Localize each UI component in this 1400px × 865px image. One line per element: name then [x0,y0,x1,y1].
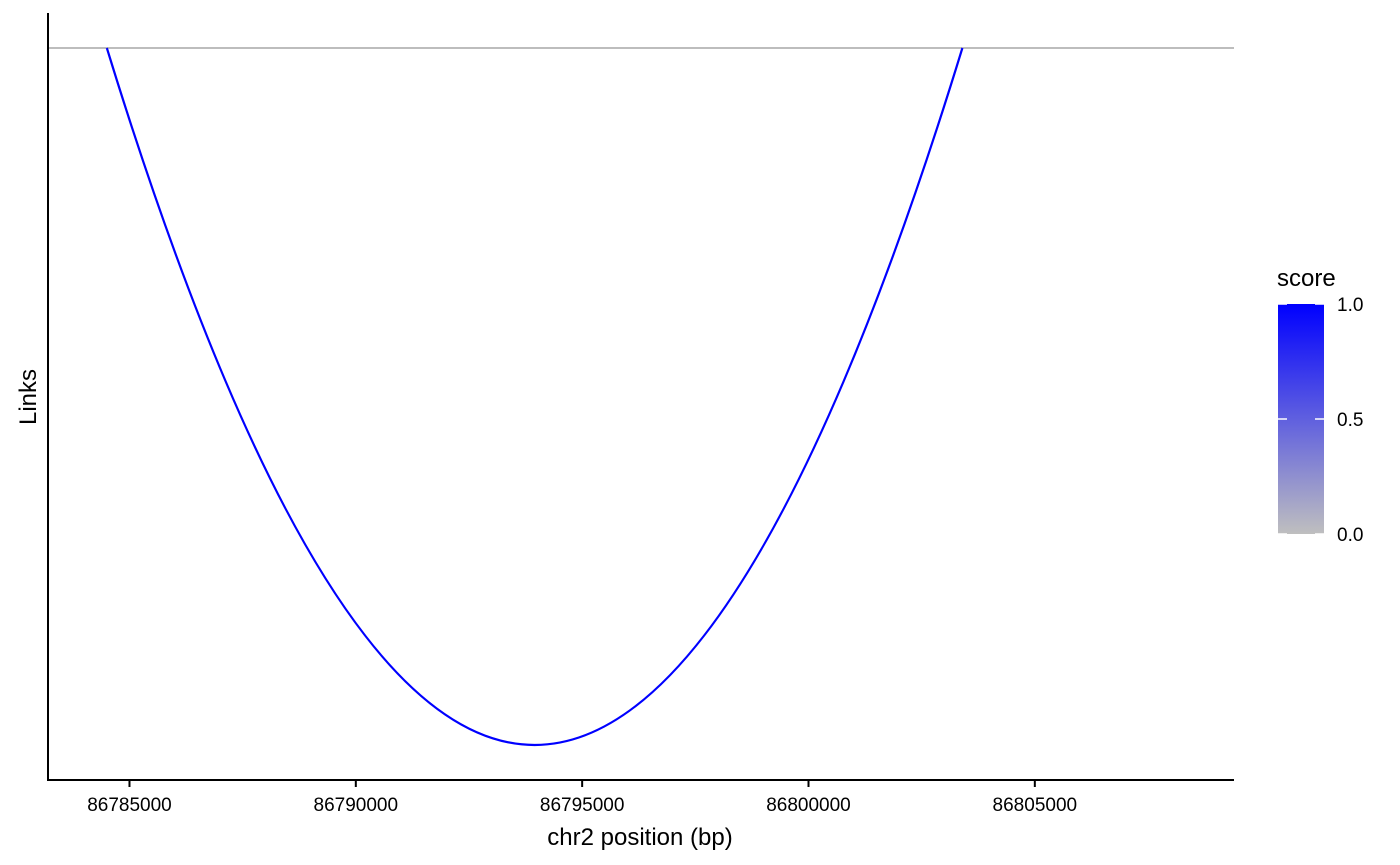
x-tick-label: 86790000 [314,795,399,816]
legend-tick-label: 0.0 [1337,525,1363,546]
legend: score 1.0 0.5 0.0 [1277,265,1363,546]
plot-area [48,47,1234,747]
legend-ticks: 1.0 0.5 0.0 [1278,295,1363,546]
x-axis-title: chr2 position (bp) [547,824,732,851]
x-tick-label: 86795000 [540,795,625,816]
legend-tick-label: 0.5 [1337,410,1363,431]
x-tick-label: 86785000 [87,795,172,816]
link-arc [105,47,964,747]
legend-title: score [1277,265,1336,292]
x-axis-ticks: 86785000 86790000 86795000 86800000 86805000 [87,781,1077,816]
x-tick-label: 86800000 [766,795,851,816]
legend-tick-label: 1.0 [1337,295,1363,316]
y-axis-title: Links [15,369,42,425]
x-tick-label: 86805000 [993,795,1078,816]
